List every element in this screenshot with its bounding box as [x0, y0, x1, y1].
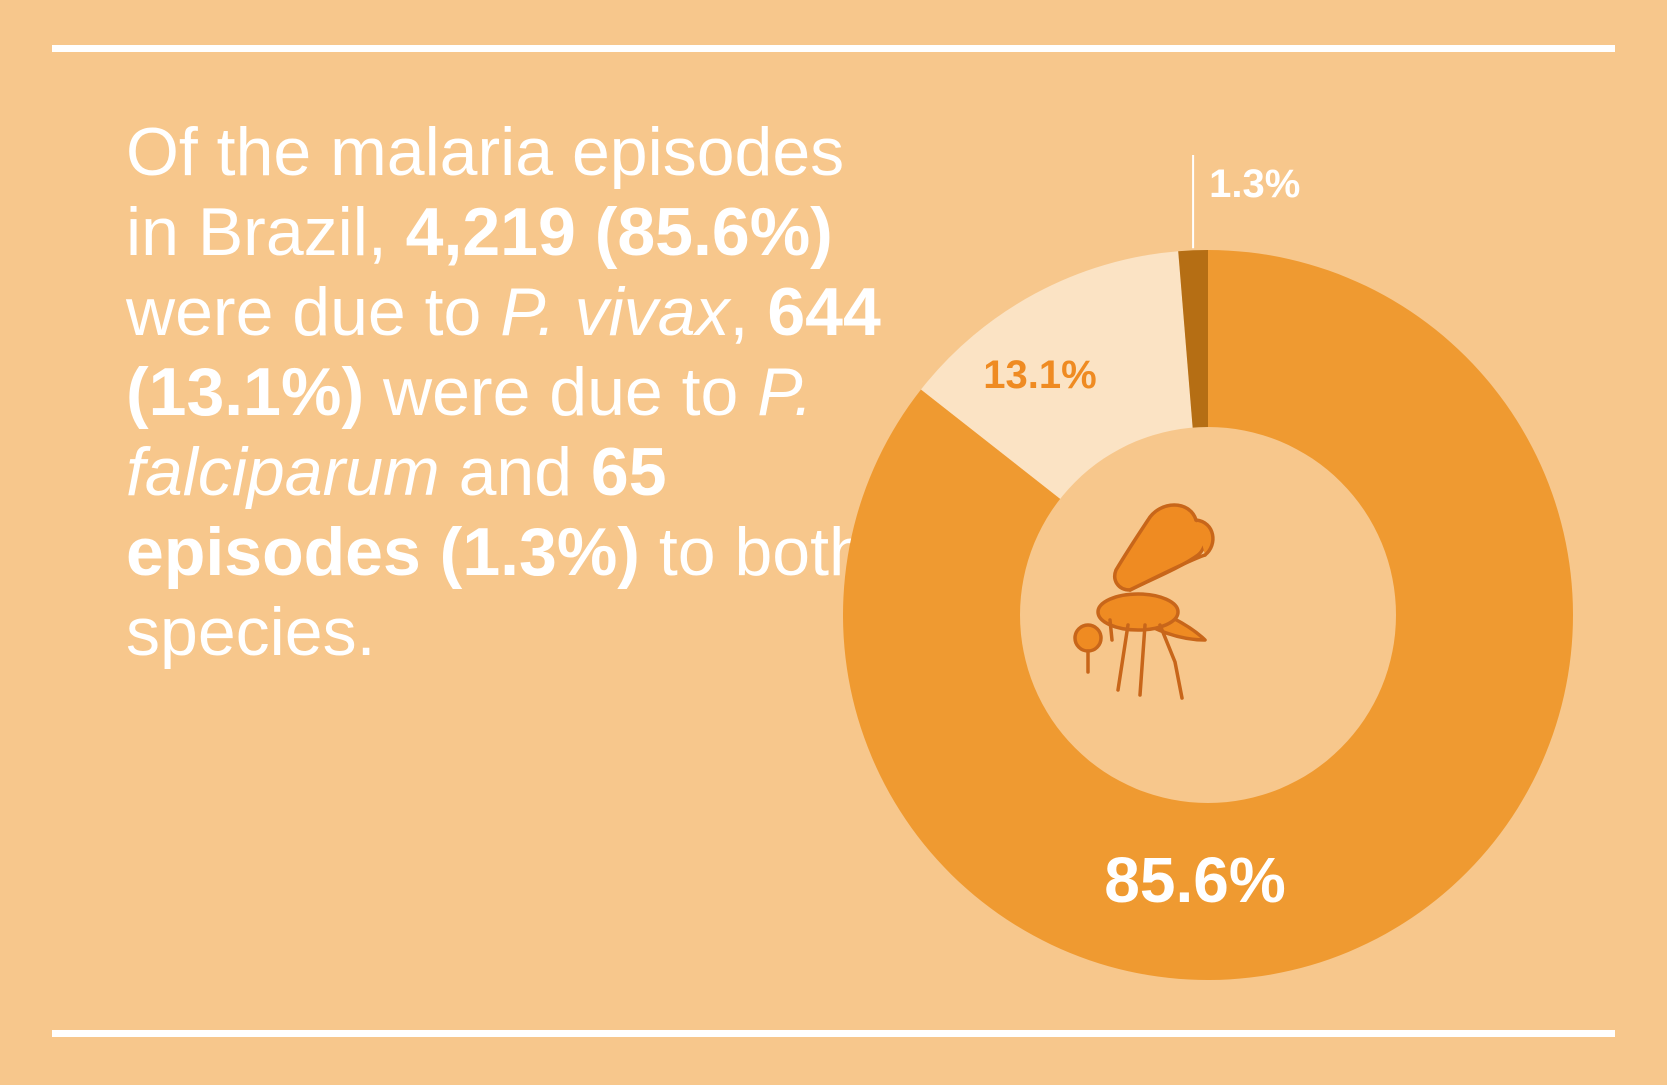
falciparum-species-name: P. falciparum	[126, 354, 813, 510]
mosquito-icon	[1073, 503, 1215, 700]
statement-part-2: were due to	[126, 274, 501, 350]
statement-part-5: and	[439, 434, 591, 510]
top-rule	[52, 45, 1615, 52]
falciparum-count: 644 (13.1%)	[126, 274, 881, 430]
slice-label-falciparum: 13.1%	[983, 353, 1096, 397]
slice-label-both: 1.3%	[1209, 162, 1300, 206]
statement-part-6: to both species.	[126, 514, 867, 670]
statement-text: Of the malaria episodes in Brazil, 4,219…	[126, 112, 906, 672]
statement-part-3: ,	[729, 274, 768, 350]
both-count: 65 episodes (1.3%)	[126, 434, 667, 590]
slice-label-vivax: 85.6%	[1104, 844, 1285, 916]
statement-part-4: were due to	[364, 354, 758, 430]
statement-intro: Of the malaria episodes in Brazil,	[126, 114, 845, 270]
vivax-species-name: P. vivax	[500, 274, 730, 350]
donut-hole	[1020, 427, 1396, 803]
vivax-count: 4,219 (85.6%)	[405, 194, 833, 270]
bottom-rule	[52, 1030, 1615, 1037]
